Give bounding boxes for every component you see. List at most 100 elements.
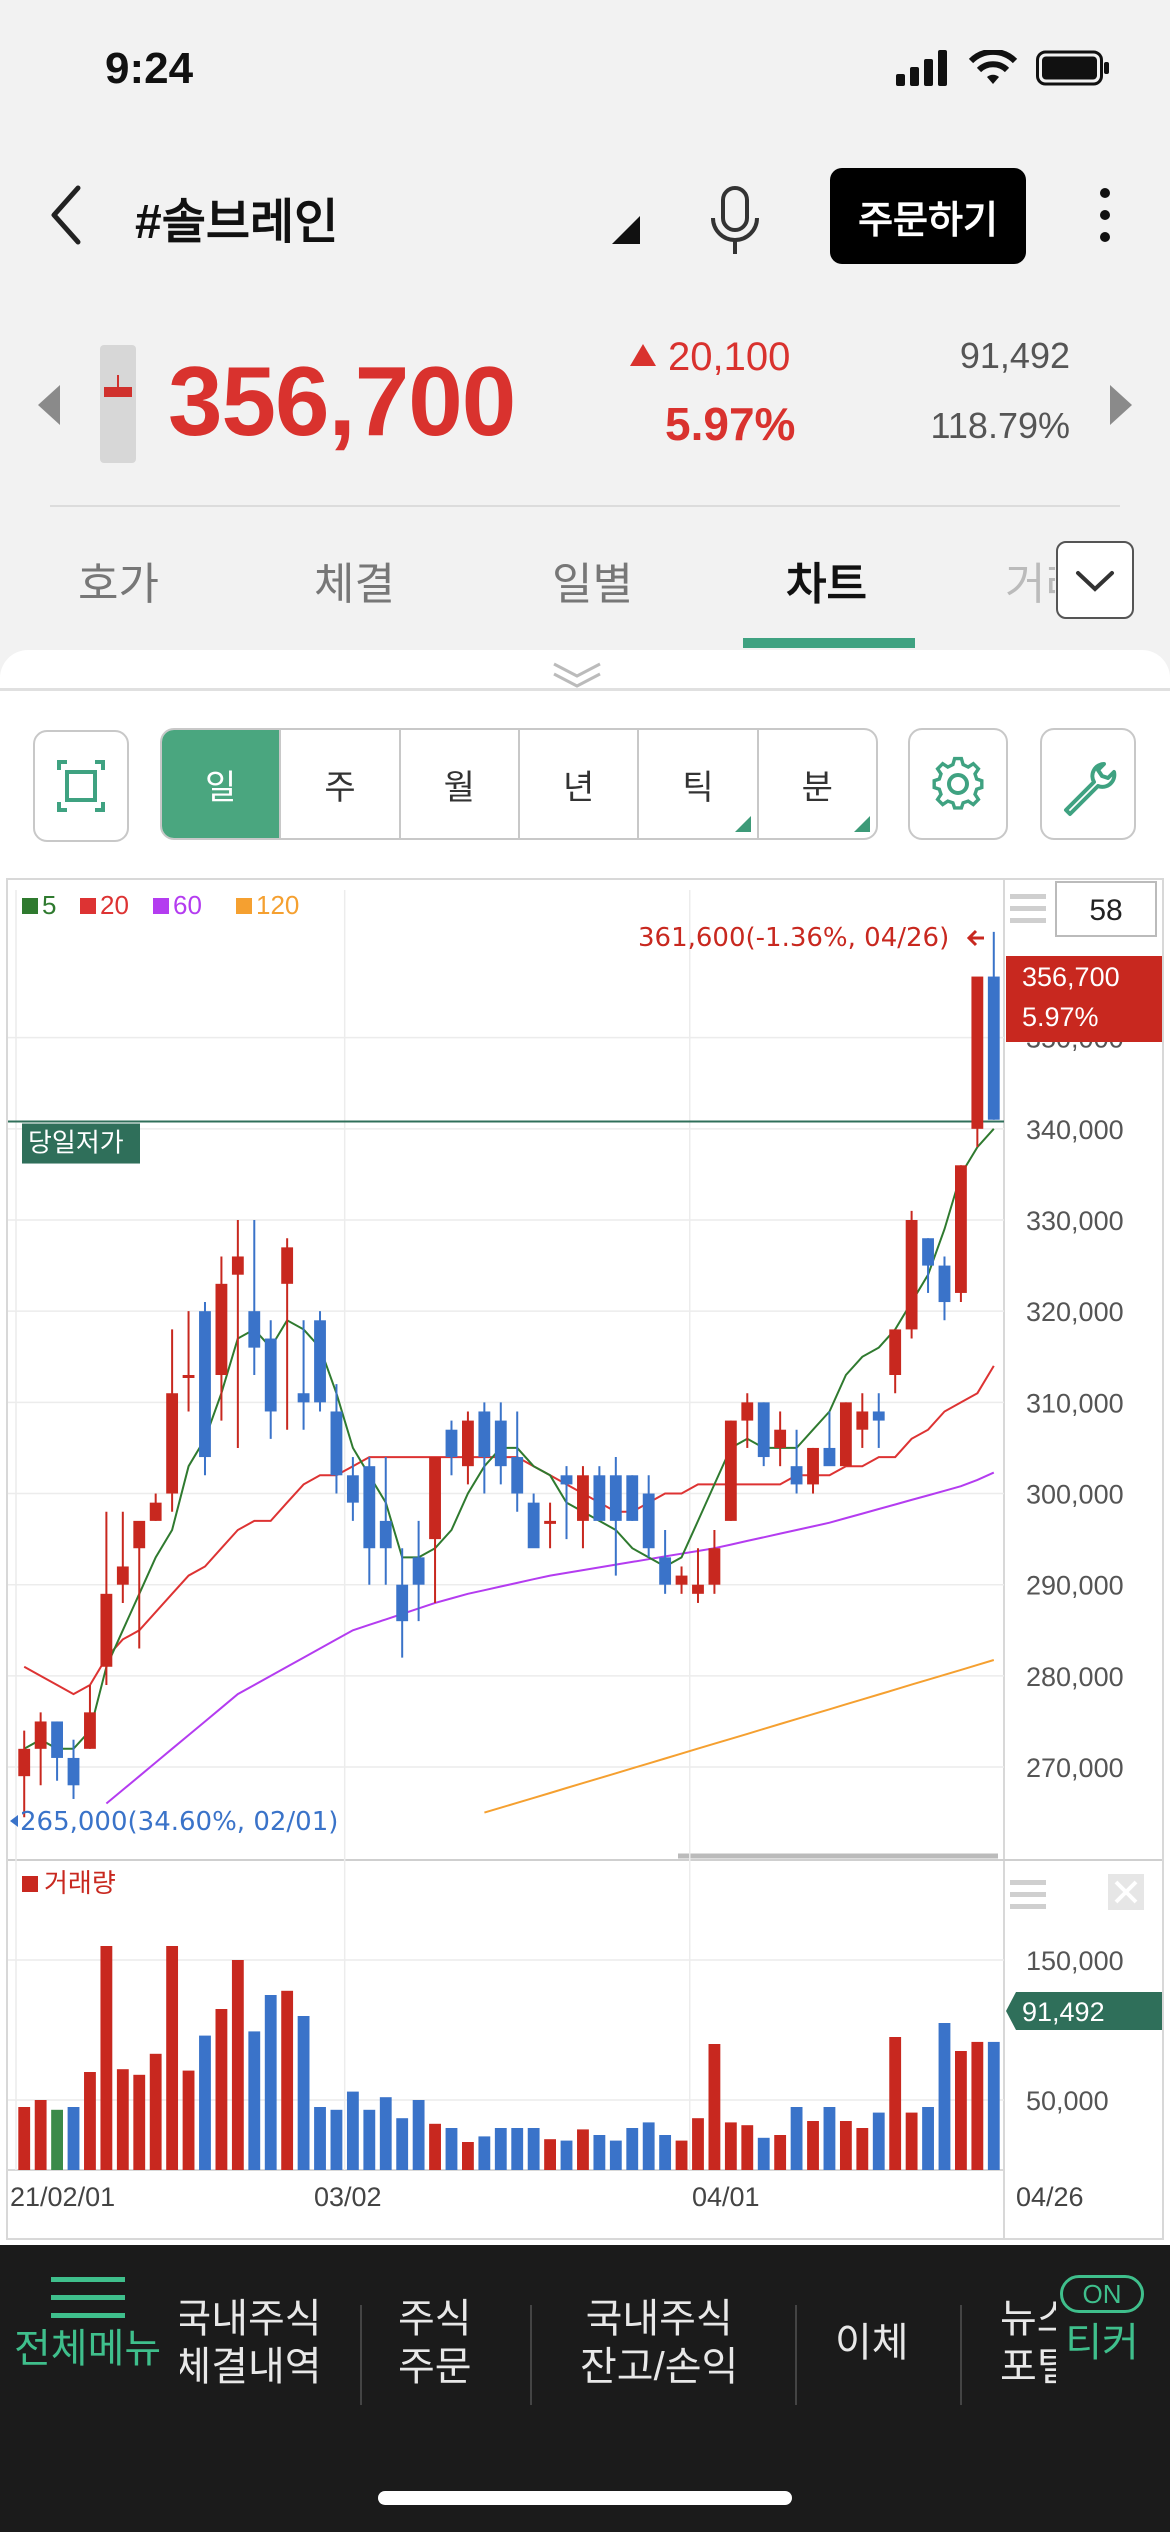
tab-orderbook[interactable]: 호가 xyxy=(78,560,159,609)
period-minute[interactable]: 분 xyxy=(759,730,876,838)
tab-chart[interactable]: 차트 xyxy=(786,560,867,609)
ticker-badge: ON xyxy=(1060,2275,1144,2313)
nav-domestic-trades[interactable]: 국내주식 체결내역 xyxy=(180,2295,330,2391)
y-tick-label: 300,000 xyxy=(1026,1480,1124,1510)
candle-body xyxy=(182,1375,195,1378)
tab-bar: 호가 체결 일별 차트 거래 xyxy=(0,520,1170,650)
price-chart[interactable]: 350,000340,000330,000320,000310,000300,0… xyxy=(6,878,1164,2240)
more-icon[interactable] xyxy=(1085,180,1125,250)
candle-body xyxy=(757,1402,770,1458)
candle-body xyxy=(955,1165,967,1293)
volume-bar xyxy=(642,2122,655,2170)
chart-canvas[interactable]: 350,000340,000330,000320,000310,000300,0… xyxy=(8,880,1162,2238)
fullscreen-button[interactable] xyxy=(33,730,129,842)
nav-balance[interactable]: 국내주식 잔고/손익 xyxy=(580,2295,738,2391)
ticker-label: 티커 xyxy=(1065,2321,1139,2365)
fullscreen-icon xyxy=(57,760,105,812)
back-icon[interactable] xyxy=(40,180,100,250)
volume-bar xyxy=(593,2135,606,2170)
volume-bar xyxy=(938,2023,951,2170)
nav-stock-order[interactable]: 주식 주문 xyxy=(398,2295,472,2391)
period-tick[interactable]: 틱 xyxy=(639,730,759,838)
candle-body xyxy=(527,1502,540,1549)
volume-bar xyxy=(18,2107,31,2170)
volume-bar xyxy=(264,1995,277,2170)
candle-body xyxy=(281,1247,294,1284)
volume-bar xyxy=(626,2128,639,2170)
volume-bar xyxy=(51,2109,63,2170)
collapse-handle-icon[interactable] xyxy=(550,660,604,690)
volume-bar xyxy=(560,2140,573,2170)
candle-body xyxy=(363,1466,376,1549)
volume-bar xyxy=(462,2142,474,2170)
ma120-line xyxy=(484,1659,995,1814)
stock-dropdown-icon[interactable] xyxy=(612,216,640,244)
period-day[interactable]: 일 xyxy=(162,730,282,838)
candle-body xyxy=(741,1402,754,1421)
candle-body xyxy=(34,1721,47,1749)
volume-legend-swatch xyxy=(22,1876,38,1892)
volume-bar xyxy=(215,2009,228,2170)
nav-news[interactable]: 뉴스 포털 xyxy=(1000,2295,1056,2391)
stock-title[interactable]: #솔브레인 xyxy=(135,196,339,249)
candle-body xyxy=(642,1493,655,1549)
nav-label-line1: 주식 xyxy=(398,2297,472,2341)
ma20-line xyxy=(23,1365,995,1696)
candle-body xyxy=(922,1238,934,1266)
period-week-label: 주 xyxy=(324,768,356,807)
period-week[interactable]: 주 xyxy=(281,730,401,838)
order-button[interactable]: 주문하기 xyxy=(830,168,1026,264)
volume-bar xyxy=(248,2031,261,2170)
nav-label-line2: 주문 xyxy=(398,2345,472,2389)
volume-bar xyxy=(182,2070,195,2170)
period-month[interactable]: 월 xyxy=(401,730,520,838)
volume-bar xyxy=(133,2074,146,2170)
y-tick-label: 340,000 xyxy=(1026,1115,1124,1145)
tab-more[interactable]: 거래 xyxy=(1005,560,1055,609)
microphone-icon[interactable] xyxy=(705,184,765,256)
volume-bar xyxy=(659,2135,672,2170)
bottom-nav: 전체메뉴 국내주식 체결내역 주식 주문 국내주식 잔고/손익 이체 뉴스 포털… xyxy=(0,2245,1170,2532)
x-tick-label: 03/02 xyxy=(314,2182,382,2212)
prev-stock-icon[interactable] xyxy=(38,385,60,425)
tab-daily[interactable]: 일별 xyxy=(552,560,633,609)
divider xyxy=(360,2305,362,2405)
low-annotation: 265,000(34.60%, 02/01) xyxy=(20,1807,338,1837)
candle-body xyxy=(626,1475,639,1521)
tab-expand-button[interactable] xyxy=(1056,541,1134,619)
price-change-value: 20,100 xyxy=(668,335,791,379)
home-indicator xyxy=(378,2491,792,2505)
volume-bar xyxy=(905,2112,918,2170)
current-pct-label: 5.97% xyxy=(1022,1002,1099,1032)
candle-body xyxy=(445,1429,458,1458)
low-marker-icon xyxy=(10,1815,18,1827)
period-day-label: 일 xyxy=(205,768,237,807)
legend-label: 120 xyxy=(256,890,299,920)
nav-ticker[interactable]: ON 티커 xyxy=(1060,2275,1144,2367)
volume-bar xyxy=(577,2129,589,2170)
nav-transfer[interactable]: 이체 xyxy=(835,2319,909,2367)
volume-bar xyxy=(544,2139,556,2170)
volume-bar xyxy=(922,2107,934,2170)
chart-settings-button[interactable] xyxy=(908,728,1008,840)
tab-trades[interactable]: 체결 xyxy=(314,560,395,609)
wifi-icon xyxy=(968,50,1018,84)
divider xyxy=(960,2305,962,2405)
chart-tools-button[interactable] xyxy=(1040,728,1136,840)
status-time: 9:24 xyxy=(105,44,194,93)
next-stock-icon[interactable] xyxy=(1110,385,1132,425)
period-year[interactable]: 년 xyxy=(520,730,640,838)
candle-body xyxy=(889,1329,902,1375)
volume-bar xyxy=(494,2128,507,2170)
header: #솔브레인 주문하기 xyxy=(0,150,1170,280)
nav-label-line1: 국내주식 xyxy=(180,2297,322,2341)
nav-label-line1: 국내주식 xyxy=(585,2297,733,2341)
legend-swatch xyxy=(153,898,169,914)
nav-all-menu[interactable]: 전체메뉴 xyxy=(14,2275,161,2373)
candle-body xyxy=(577,1475,589,1521)
volume-bar xyxy=(34,2100,47,2170)
volume-bar xyxy=(692,2118,704,2170)
volume-bar xyxy=(955,2051,967,2170)
candle-body xyxy=(839,1402,852,1467)
signal-icon xyxy=(896,50,947,86)
